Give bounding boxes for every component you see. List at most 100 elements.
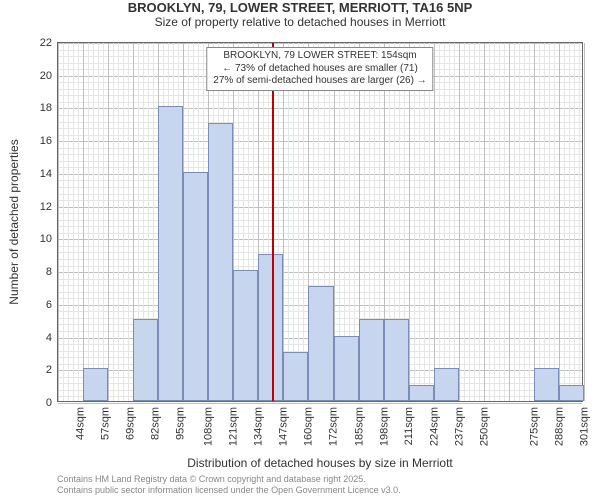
gridline-minor-v	[469, 43, 470, 401]
y-tick-label: 4	[46, 332, 52, 344]
gridline-minor-v	[499, 43, 500, 401]
gridline-minor-v	[298, 43, 299, 401]
gridline-minor-v	[78, 43, 79, 401]
x-tick-label: 69sqm	[125, 407, 137, 440]
gridline-minor-v	[494, 43, 495, 401]
gridline-major-v	[434, 43, 435, 401]
histogram-bar	[334, 336, 359, 401]
annotation-line: ← 73% of detached houses are smaller (71…	[213, 63, 426, 76]
y-tick-label: 8	[46, 266, 52, 278]
chart-container: BROOKLYN, 79, LOWER STREET, MERRIOTT, TA…	[0, 0, 600, 500]
x-tick-label: 57sqm	[100, 407, 112, 440]
x-tick-label: 288sqm	[553, 407, 565, 446]
chart-subtitle: Size of property relative to detached ho…	[0, 15, 600, 29]
gridline-minor-v	[569, 43, 570, 401]
gridline-minor-v	[519, 43, 520, 401]
y-tick-label: 16	[40, 135, 52, 147]
reference-line	[272, 43, 274, 401]
gridline-minor-v	[123, 43, 124, 401]
attribution-text: Contains HM Land Registry data © Crown c…	[57, 474, 401, 497]
gridline-minor-v	[424, 43, 425, 401]
gridline-minor-v	[564, 43, 565, 401]
histogram-bar	[534, 368, 559, 401]
histogram-bar	[559, 385, 584, 401]
gridline-minor-v	[554, 43, 555, 401]
gridline-minor-v	[544, 43, 545, 401]
annotation-line: 27% of semi-detached houses are larger (…	[213, 75, 426, 88]
gridline-major-v	[108, 43, 109, 401]
gridline-major-v	[584, 43, 585, 401]
y-tick-label: 14	[40, 168, 52, 180]
gridline-minor-v	[574, 43, 575, 401]
gridline-minor-v	[464, 43, 465, 401]
gridline-minor-v	[414, 43, 415, 401]
gridline-major-v	[283, 43, 284, 401]
x-tick-label: 301sqm	[579, 407, 591, 446]
gridline-major-v	[83, 43, 84, 401]
x-tick-label: 108sqm	[203, 407, 215, 446]
histogram-bar	[409, 385, 434, 401]
histogram-bar	[384, 319, 409, 401]
gridline-minor-v	[288, 43, 289, 401]
gridline-minor-v	[529, 43, 530, 401]
x-tick-label: 121sqm	[228, 407, 240, 446]
gridline-minor-v	[93, 43, 94, 401]
x-axis-label: Distribution of detached houses by size …	[187, 456, 452, 470]
gridline-minor-v	[419, 43, 420, 401]
gridline-major-v	[409, 43, 410, 401]
gridline-major-v	[559, 43, 560, 401]
gridline-major-v	[58, 43, 59, 401]
histogram-bar	[308, 286, 333, 401]
gridline-minor-v	[68, 43, 69, 401]
y-tick-label: 18	[40, 102, 52, 114]
histogram-bar	[434, 368, 459, 401]
gridline-minor-v	[524, 43, 525, 401]
y-tick-label: 20	[40, 70, 52, 82]
y-tick-label: 10	[40, 233, 52, 245]
gridline-minor-v	[579, 43, 580, 401]
x-tick-label: 185sqm	[353, 407, 365, 446]
gridline-minor-v	[103, 43, 104, 401]
gridline-minor-v	[98, 43, 99, 401]
gridline-minor-v	[303, 43, 304, 401]
gridline-major-v	[484, 43, 485, 401]
x-tick-label: 250sqm	[478, 407, 490, 446]
gridline-major-v	[534, 43, 535, 401]
plot-area: 024681012141618202244sqm57sqm69sqm82sqm9…	[57, 42, 583, 402]
gridline-minor-v	[514, 43, 515, 401]
y-tick-label: 22	[40, 37, 52, 49]
gridline-major-h	[58, 403, 582, 404]
gridline-minor-v	[439, 43, 440, 401]
histogram-bar	[83, 368, 108, 401]
gridline-minor-v	[454, 43, 455, 401]
x-tick-label: 82sqm	[150, 407, 162, 440]
gridline-minor-v	[293, 43, 294, 401]
gridline-minor-v	[489, 43, 490, 401]
attribution-line-2: Contains public sector information licen…	[57, 485, 401, 496]
histogram-bar	[258, 254, 283, 401]
gridline-minor-v	[539, 43, 540, 401]
attribution-line-1: Contains HM Land Registry data © Crown c…	[57, 474, 401, 485]
histogram-bar	[158, 106, 183, 401]
y-tick-label: 2	[46, 364, 52, 376]
x-tick-label: 147sqm	[278, 407, 290, 446]
gridline-minor-v	[113, 43, 114, 401]
histogram-bar	[283, 352, 308, 401]
y-tick-label: 6	[46, 299, 52, 311]
gridline-minor-v	[549, 43, 550, 401]
y-tick-label: 0	[46, 397, 52, 409]
gridline-minor-v	[73, 43, 74, 401]
y-axis-label: Number of detached properties	[7, 139, 21, 304]
histogram-bar	[208, 123, 233, 401]
gridline-minor-v	[128, 43, 129, 401]
x-tick-label: 44sqm	[75, 407, 87, 440]
gridline-major-v	[509, 43, 510, 401]
gridline-minor-v	[449, 43, 450, 401]
chart-title: BROOKLYN, 79, LOWER STREET, MERRIOTT, TA…	[0, 0, 600, 15]
x-tick-label: 275sqm	[528, 407, 540, 446]
histogram-bar	[359, 319, 384, 401]
x-tick-label: 172sqm	[328, 407, 340, 446]
histogram-bar	[233, 270, 258, 401]
histogram-bar	[183, 172, 208, 401]
x-tick-label: 211sqm	[403, 407, 415, 445]
